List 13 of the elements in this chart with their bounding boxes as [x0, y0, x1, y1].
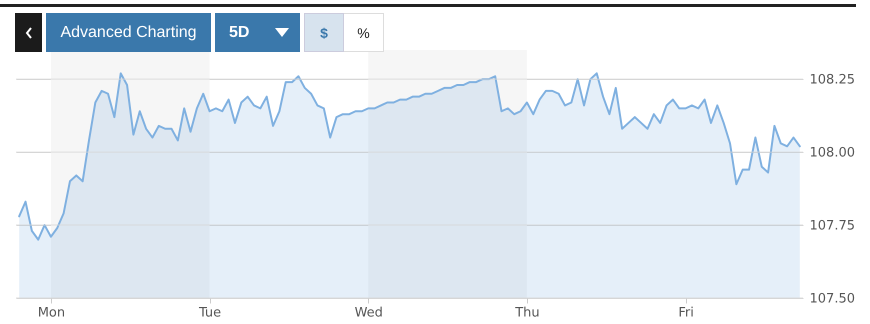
x-tick-label: Fri — [678, 306, 694, 320]
x-tick-label: Thu — [514, 306, 540, 320]
y-tick-label: 108.00 — [810, 146, 855, 161]
charting-button[interactable]: Advanced Charting — [46, 13, 211, 52]
y-tick-label: 107.50 — [810, 292, 855, 306]
price-toggle[interactable]: $ — [304, 13, 344, 52]
percent-toggle[interactable]: % — [344, 13, 384, 52]
y-tick-label: 107.75 — [810, 218, 855, 234]
period-dropdown[interactable]: 5D — [215, 13, 300, 52]
y-tick-label: 108.25 — [810, 72, 855, 88]
x-tick-label: Wed — [354, 306, 383, 320]
x-tick-label: Tue — [198, 306, 222, 320]
x-tick-label: Mon — [38, 306, 66, 320]
